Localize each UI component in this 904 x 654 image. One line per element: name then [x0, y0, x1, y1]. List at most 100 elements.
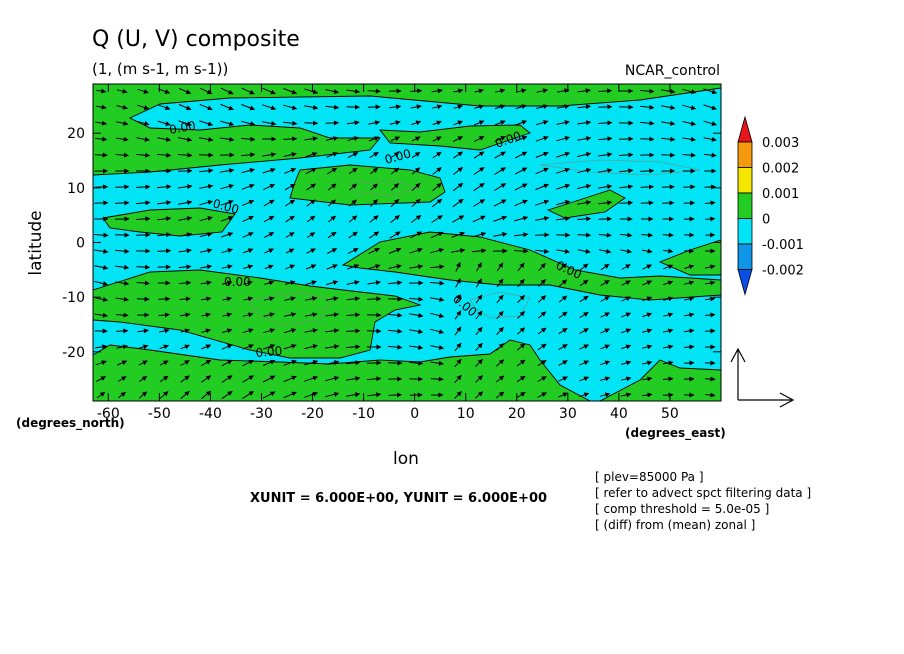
- wind-vector: [704, 392, 716, 398]
- wind-vector: [115, 152, 129, 158]
- wind-vector: [180, 375, 190, 383]
- y-axis-label: latitude: [26, 210, 46, 275]
- wind-vector: [305, 296, 318, 302]
- wind-vector: [475, 278, 483, 288]
- wind-vector: [367, 296, 382, 302]
- wind-vector: [349, 199, 357, 207]
- wind-vector: [242, 232, 254, 238]
- wind-vector: [220, 183, 234, 190]
- wind-vector: [389, 231, 401, 239]
- wind-vector: [305, 280, 317, 286]
- wind-vector: [304, 312, 318, 318]
- wind-vector: [327, 248, 338, 254]
- wind-vector: [640, 168, 655, 174]
- wind-vector: [220, 87, 234, 95]
- wind-vector: [95, 136, 108, 142]
- wind-vector: [304, 391, 319, 398]
- wind-vector: [220, 168, 235, 174]
- y-tick-label: -20: [62, 345, 85, 361]
- wind-vector: [325, 328, 340, 334]
- wind-vector: [115, 280, 130, 286]
- wind-vector: [535, 232, 550, 238]
- wind-vector: [284, 296, 296, 302]
- wind-vector: [136, 264, 151, 270]
- wind-vector: [156, 184, 172, 190]
- wind-vector: [430, 360, 444, 366]
- wind-vector: [369, 215, 379, 223]
- wind-vector: [201, 328, 211, 334]
- wind-vector: [304, 375, 319, 382]
- colorbar-segment: [737, 243, 753, 270]
- wind-vector: [703, 104, 717, 111]
- wind-vector: [325, 89, 340, 94]
- wind-vector: [494, 104, 506, 110]
- wind-vector: [368, 231, 380, 239]
- wind-vector: [262, 87, 276, 95]
- wind-vector: [642, 312, 653, 318]
- wind-vector: [429, 280, 445, 286]
- wind-vector: [517, 295, 525, 303]
- colorbar-label: -0.001: [762, 238, 804, 253]
- wind-vector: [326, 280, 339, 286]
- wind-vector: [115, 200, 130, 206]
- wind-vector: [431, 88, 443, 94]
- wind-vector: [642, 280, 653, 286]
- colorbar-label: -0.002: [762, 264, 804, 279]
- wind-vector: [178, 264, 192, 270]
- wind-vector: [535, 216, 550, 221]
- contour-line-1: [349, 179, 421, 196]
- wind-vector: [138, 360, 148, 366]
- wind-vector: [346, 328, 361, 334]
- wind-vector: [242, 375, 254, 383]
- wind-vector: [411, 120, 422, 126]
- wind-vector: [346, 392, 361, 398]
- contour-line-4: [249, 291, 331, 326]
- wind-vector: [432, 136, 442, 142]
- wind-vector: [411, 198, 421, 208]
- colorbar-label: 0.003: [762, 136, 799, 151]
- wind-vector: [682, 104, 697, 111]
- wind-vector: [640, 184, 654, 190]
- wind-vector: [558, 343, 568, 351]
- wind-vector: [493, 199, 507, 207]
- wind-vector: [537, 376, 547, 382]
- wind-vector: [283, 391, 297, 399]
- wind-vector: [306, 232, 316, 238]
- wind-vector: [473, 151, 485, 159]
- wind-vector: [368, 120, 381, 126]
- wind-vector: [640, 200, 654, 206]
- contour-label: 0.00: [211, 196, 240, 216]
- positive-region-8: [93, 269, 422, 359]
- wind-vector: [199, 184, 214, 189]
- wind-vector: [283, 88, 297, 95]
- wind-vector: [620, 248, 632, 254]
- wind-vector: [201, 344, 212, 350]
- wind-vector: [95, 104, 107, 110]
- wind-vector: [369, 167, 379, 175]
- wind-vector: [241, 120, 256, 127]
- wind-vector: [600, 344, 611, 350]
- wind-vector: [514, 232, 529, 238]
- wind-vector: [327, 199, 337, 207]
- positive-region-10: [599, 359, 721, 401]
- positive-region-4: [102, 207, 236, 237]
- wind-vector: [473, 135, 485, 143]
- wind-vector: [346, 296, 360, 302]
- x-unit-label: (degrees_east): [625, 426, 726, 441]
- colorbar-segment: [737, 167, 753, 194]
- wind-vector: [180, 328, 190, 334]
- wind-vector: [705, 296, 716, 302]
- wind-vector: [115, 248, 130, 254]
- x-tick-label: 40: [610, 406, 628, 422]
- wind-vector: [177, 168, 193, 174]
- wind-vector: [367, 392, 382, 398]
- wind-vector: [242, 390, 255, 400]
- wind-vector: [283, 344, 297, 350]
- wind-vector: [452, 198, 464, 208]
- wind-vector: [116, 344, 128, 350]
- wind-vector: [367, 280, 381, 286]
- wind-vector: [199, 232, 213, 238]
- wind-vector: [496, 343, 504, 351]
- positive-regions: [93, 84, 721, 401]
- wind-vector: [516, 375, 526, 383]
